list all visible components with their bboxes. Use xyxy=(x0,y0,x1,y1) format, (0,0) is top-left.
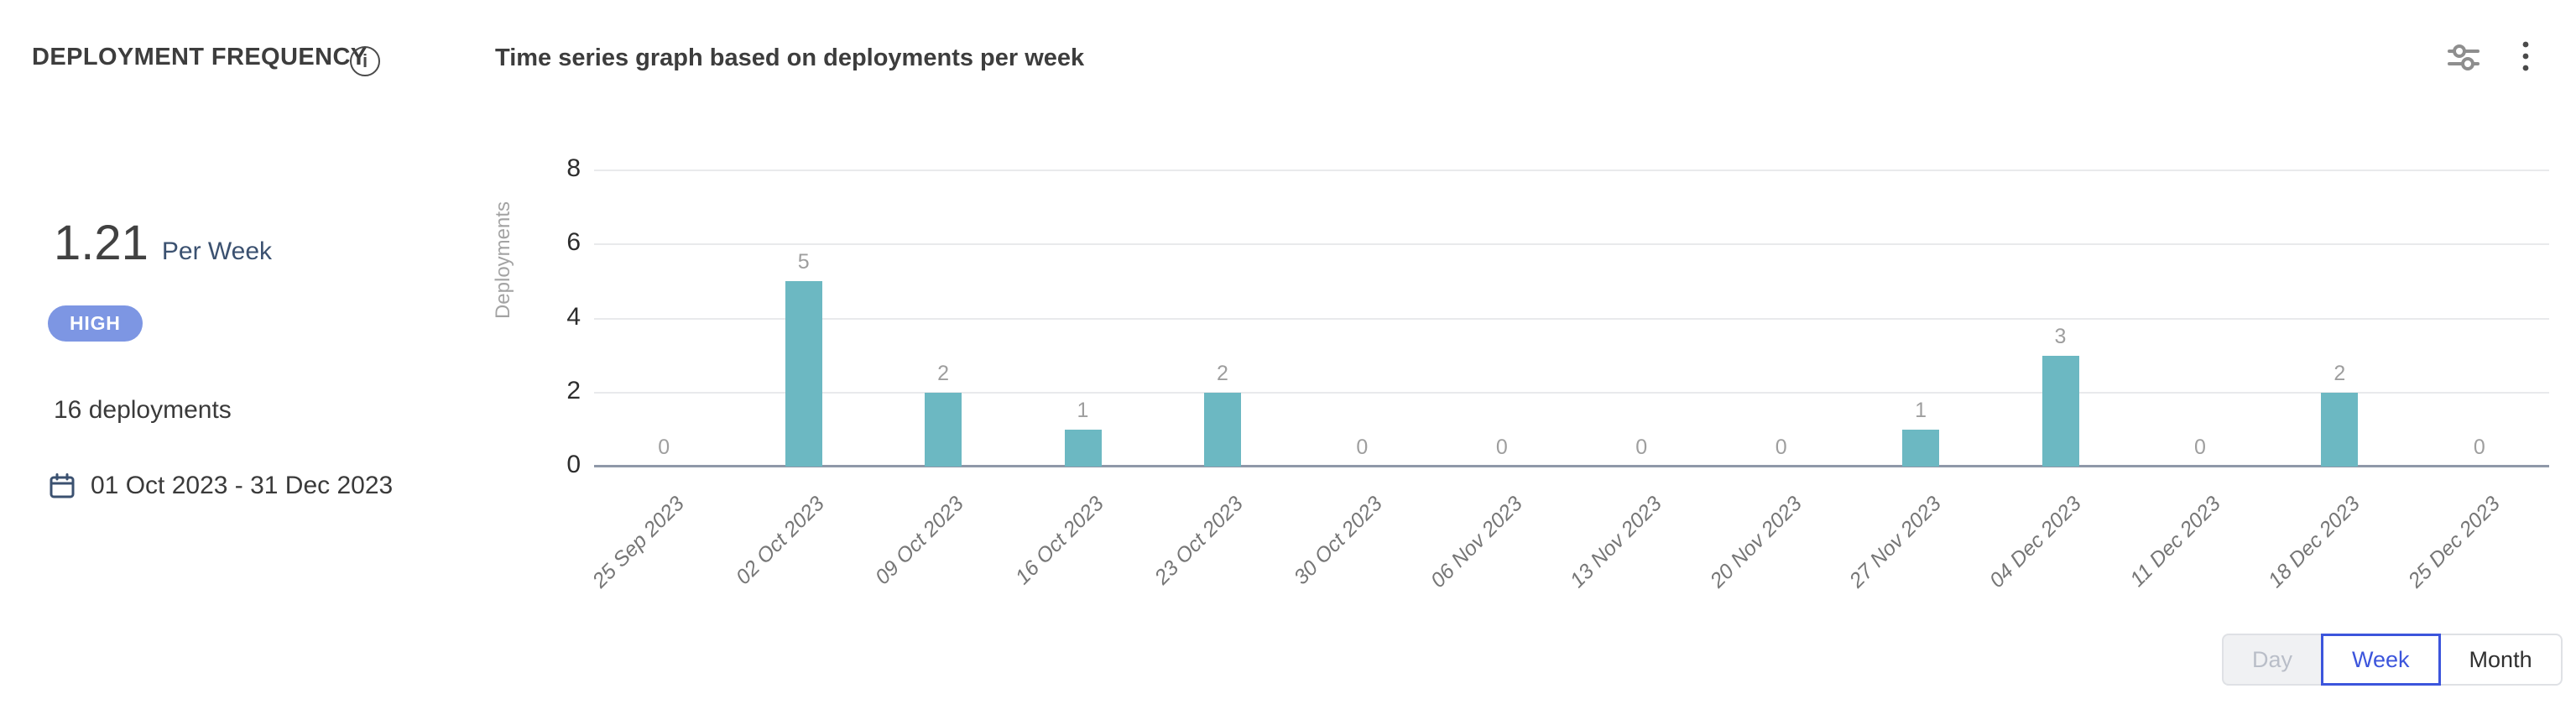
bar-value-label: 2 xyxy=(937,361,950,385)
bar-value-label: 2 xyxy=(2334,361,2346,385)
y-tick-4: 4 xyxy=(566,302,581,331)
y-tick-2: 2 xyxy=(566,376,581,404)
gridline-8 xyxy=(594,170,2549,171)
x-axis-baseline xyxy=(594,465,2549,467)
bar-09-oct-2023[interactable] xyxy=(925,392,962,467)
toggle-month-button[interactable]: Month xyxy=(2440,634,2563,686)
x-tick-label: 27 Nov 2023 xyxy=(1844,492,1946,593)
metric-unit: Per Week xyxy=(161,237,273,265)
bar-23-oct-2023[interactable] xyxy=(1203,392,1241,467)
toggle-day-button[interactable]: Day xyxy=(2222,634,2322,686)
x-tick-label: 11 Dec 2023 xyxy=(2125,492,2225,592)
y-tick-0: 0 xyxy=(566,451,581,478)
plot-area: 0 5 2 1 2 0 0 0 0 1 3 0 2 0 xyxy=(594,170,2549,467)
bar-value-label: 2 xyxy=(1216,361,1228,385)
frequency-metric: 1.21 Per Week xyxy=(54,215,272,271)
bar-value-label: 0 xyxy=(1775,436,1787,459)
x-tick-label: 04 Dec 2023 xyxy=(1984,492,2086,593)
date-range-picker[interactable]: 01 Oct 2023 - 31 Dec 2023 xyxy=(49,472,393,500)
bar-18-dec-2023[interactable] xyxy=(2321,392,2359,467)
gridline-6 xyxy=(594,243,2549,246)
gridline-4 xyxy=(594,317,2549,320)
bar-27-nov-2023[interactable] xyxy=(1902,429,1940,467)
more-options-button[interactable] xyxy=(2506,37,2546,77)
x-tick-label: 25 Sep 2023 xyxy=(587,492,690,593)
calendar-icon xyxy=(49,472,76,499)
info-icon[interactable]: i xyxy=(350,46,380,76)
total-deployments: 16 deployments xyxy=(54,396,232,424)
kebab-menu-icon xyxy=(2521,40,2531,74)
bar-02-oct-2023[interactable] xyxy=(785,281,822,467)
toggle-week-button[interactable]: Week xyxy=(2321,634,2441,686)
sliders-icon xyxy=(2446,39,2481,75)
x-tick-label: 20 Nov 2023 xyxy=(1705,492,1807,593)
bar-value-label: 1 xyxy=(1077,398,1089,422)
date-range-text: 01 Oct 2023 - 31 Dec 2023 xyxy=(91,472,394,499)
filter-settings-button[interactable] xyxy=(2443,37,2484,77)
chart-subtitle: Time series graph based on deployments p… xyxy=(495,44,1085,71)
y-axis-title: Deployments xyxy=(492,201,514,320)
metric-value: 1.21 xyxy=(54,216,149,270)
gridline-2 xyxy=(594,391,2549,394)
x-tick-label: 02 Oct 2023 xyxy=(731,492,829,590)
bar-value-label: 5 xyxy=(797,250,810,274)
bar-value-label: 0 xyxy=(658,436,670,459)
bar-value-label: 3 xyxy=(2054,324,2067,348)
granularity-toggle: Day Week Month xyxy=(2222,634,2563,686)
y-tick-6: 6 xyxy=(566,228,581,257)
bar-16-oct-2023[interactable] xyxy=(1064,429,1102,467)
bar-value-label: 0 xyxy=(1356,436,1369,459)
bar-value-label: 1 xyxy=(1915,398,1927,422)
bar-value-label: 0 xyxy=(2193,436,2206,459)
x-tick-label: 16 Oct 2023 xyxy=(1010,492,1108,590)
x-tick-label: 06 Nov 2023 xyxy=(1426,492,1527,593)
bar-value-label: 0 xyxy=(1635,436,1648,459)
bar-04-dec-2023[interactable] xyxy=(2042,355,2079,467)
widget-title: DEPLOYMENT FREQUENCY xyxy=(32,44,368,70)
x-tick-label: 30 Oct 2023 xyxy=(1290,492,1388,590)
x-tick-label: 23 Oct 2023 xyxy=(1150,492,1248,590)
y-tick-8: 8 xyxy=(566,154,581,182)
x-tick-label: 09 Oct 2023 xyxy=(870,492,968,590)
status-badge: HIGH xyxy=(48,305,143,342)
bar-value-label: 0 xyxy=(1495,436,1508,459)
bar-value-label: 0 xyxy=(2473,436,2485,459)
x-tick-label: 13 Nov 2023 xyxy=(1565,492,1667,593)
